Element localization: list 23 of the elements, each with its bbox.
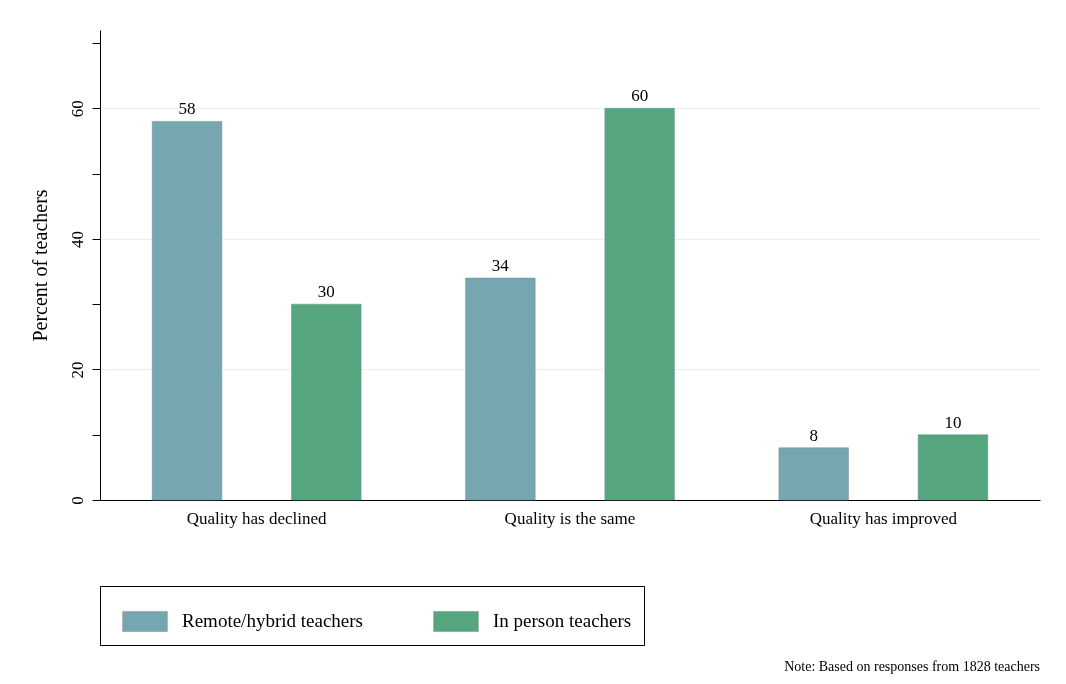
y-axis-title: Percent of teachers bbox=[28, 189, 51, 342]
data-label: 60 bbox=[631, 86, 649, 106]
x-tick-label: Quality has improved bbox=[809, 508, 958, 528]
bar bbox=[151, 121, 223, 501]
y-tick-label: 60 bbox=[67, 100, 87, 118]
data-label: 58 bbox=[178, 99, 196, 119]
bar bbox=[465, 277, 536, 501]
data-label: 30 bbox=[317, 282, 335, 302]
y-tick-label: 0 bbox=[67, 496, 87, 505]
y-tick-label: 20 bbox=[67, 361, 87, 379]
y-tick-label: 40 bbox=[67, 230, 87, 248]
data-label: 8 bbox=[809, 425, 818, 445]
legend-label: Remote/hybrid teachers bbox=[182, 610, 363, 632]
bar bbox=[291, 303, 362, 501]
x-tick-label: Quality is the same bbox=[504, 508, 636, 528]
data-label: 10 bbox=[944, 412, 962, 432]
data-label: 34 bbox=[491, 256, 510, 276]
bar bbox=[778, 447, 849, 501]
x-tick-label: Quality has declined bbox=[186, 508, 328, 528]
bar bbox=[917, 434, 989, 501]
legend-label: In person teachers bbox=[493, 610, 632, 632]
text: Note: Based on responses from 1828 teachers bbox=[784, 658, 1040, 674]
bar bbox=[604, 108, 675, 501]
